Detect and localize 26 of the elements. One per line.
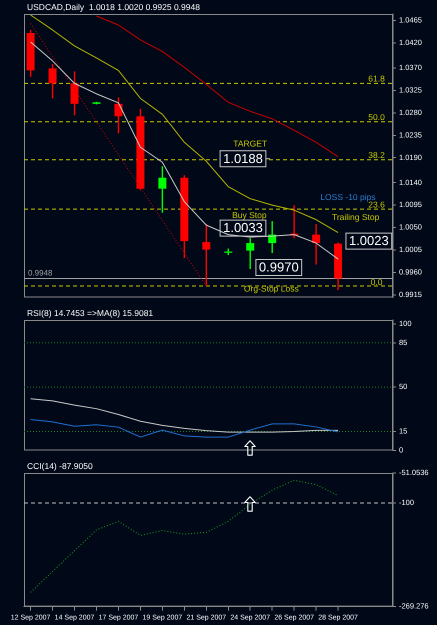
chart-title: RSI(8) 14.7453 =>MA(8) 15.9081 <box>27 308 154 318</box>
candlestick <box>202 223 210 287</box>
candlestick <box>114 96 122 134</box>
annotation: LOSS -10 pips <box>320 192 376 202</box>
annotation: 1.0033 <box>223 220 263 236</box>
text: 38.2 <box>368 150 386 160</box>
line-series <box>30 480 339 593</box>
candlestick <box>312 223 320 266</box>
annotation: Buy Stop <box>232 210 267 220</box>
text: 23.6 <box>368 200 386 210</box>
candlestick <box>158 166 166 214</box>
candlestick <box>70 70 79 116</box>
ref-line-label: 0.9948 <box>28 268 54 278</box>
text: 50.0 <box>368 112 386 122</box>
annotation: 1.0188 <box>223 150 263 166</box>
candlestick <box>48 63 57 100</box>
annotation: TARGET <box>233 138 268 149</box>
candlestick <box>246 237 254 270</box>
text: 61.8 <box>368 74 386 84</box>
chart-title: CCI(14) -87.9050 <box>27 461 93 472</box>
annotation: 1.0023 <box>348 233 389 248</box>
annotation: Trailing Stop <box>332 212 380 222</box>
text: 0.0 <box>370 276 383 287</box>
annotation: 0.9970 <box>258 260 299 275</box>
chart-title: USDCAD,Daily 1.0018 1.0020 0.9925 0.9948 <box>27 2 200 12</box>
annotation: Org-Stop Loss <box>244 283 299 294</box>
